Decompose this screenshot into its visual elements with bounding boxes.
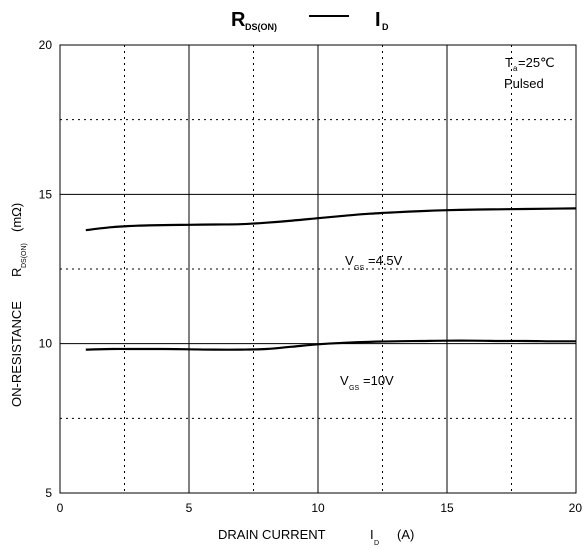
y-tick-label: 15 <box>39 187 53 201</box>
y-axis-unit: (mΩ) <box>9 203 24 232</box>
series-label-value: =10V <box>363 373 394 388</box>
title-left-subscript: DS(ON) <box>245 22 277 32</box>
series-label-sub: GS <box>349 385 359 392</box>
x-tick-label: 5 <box>186 501 193 515</box>
series-label-vgs-10v: V GS =10V <box>340 373 394 392</box>
series-line-vgs-4-5v <box>85 207 577 232</box>
y-axis-label: ON-RESISTANCE R DS(ON) (mΩ) <box>9 203 28 407</box>
y-axis-subscript: DS(ON) <box>21 243 28 268</box>
y-tick-label: 20 <box>39 38 53 52</box>
series-label-main: V <box>340 373 349 388</box>
y-axis-symbol: R <box>9 268 24 277</box>
x-tick-label: 0 <box>57 501 64 515</box>
title-right: I <box>375 9 381 31</box>
series-layer <box>85 207 577 351</box>
chart-title: R DS(ON) I D <box>231 9 389 32</box>
x-axis-label: DRAIN CURRENT I D (A) <box>218 527 414 547</box>
x-tick-label: 20 <box>569 501 583 515</box>
y-axis-title: ON-RESISTANCE <box>9 301 24 407</box>
title-right-subscript: D <box>382 22 389 32</box>
title-left: R <box>231 9 246 31</box>
pulsed-label: Pulsed <box>504 76 544 91</box>
ta-symbol: T <box>505 55 513 70</box>
x-axis-subscript: D <box>374 540 379 547</box>
x-tick-label: 15 <box>440 501 454 515</box>
series-label-main: V <box>345 253 354 268</box>
x-tick-label: 10 <box>311 501 325 515</box>
ta-value: =25℃ <box>518 55 555 70</box>
x-axis-symbol: I <box>370 527 374 542</box>
x-axis-title: DRAIN CURRENT <box>218 527 326 542</box>
y-tick-label: 10 <box>39 337 53 351</box>
conditions-annotation: T a =25℃ Pulsed <box>504 55 555 91</box>
grid <box>59 44 577 494</box>
series-label-sub: GS <box>354 265 364 272</box>
ta-subscript: a <box>513 64 518 73</box>
series-line-vgs-10v <box>85 339 576 351</box>
x-axis-unit: (A) <box>397 527 414 542</box>
series-label-vgs-4-5v: V GS =4.5V <box>345 253 403 272</box>
plot-frame <box>59 44 577 494</box>
y-tick-label: 5 <box>45 486 52 500</box>
series-label-value: =4.5V <box>368 253 403 268</box>
